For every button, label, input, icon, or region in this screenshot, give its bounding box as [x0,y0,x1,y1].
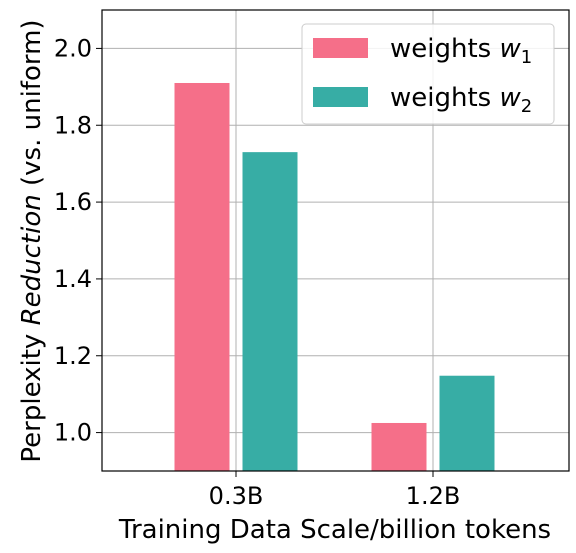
y-axis-label: Perplexity Reduction (vs. uniform) [17,19,47,462]
plot-frame [101,9,570,472]
y-tick-label: 1.6 [54,188,92,216]
y-tick-label: 1.0 [54,419,92,447]
x-tick-label: 0.3B [209,482,264,510]
y-tick-label: 1.8 [54,111,92,139]
bar-2-0.3B [242,152,298,471]
legend-label: weights w1 [390,34,532,68]
bar-1-0.3B [174,82,230,471]
legend: weights w1 weights w2 [301,23,555,125]
bar-1-1.2B [371,422,427,471]
x-tick-label: 1.2B [406,482,461,510]
x-axis: 0.3B 1.2B [209,471,461,510]
legend-swatch [313,87,368,107]
bar-2-1.2B [439,375,495,471]
y-tick-label: 2.0 [54,34,92,62]
legend-swatch [313,38,368,58]
legend-label: weights w2 [390,83,532,117]
bars [174,82,495,471]
x-axis-label: Training Data Scale/billion tokens [118,515,551,545]
y-tick-label: 1.4 [54,265,92,293]
y-axis: 1.0 1.2 1.4 1.6 1.8 2.0 [54,34,102,447]
y-tick-label: 1.2 [54,342,92,370]
